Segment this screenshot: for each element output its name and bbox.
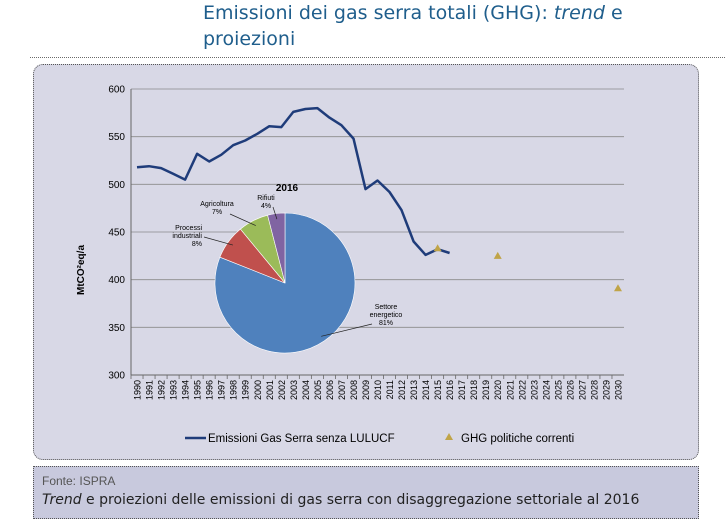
- pie-label-line: Rifiuti: [257, 195, 275, 202]
- x-tick-label: 2005: [313, 380, 323, 400]
- y-tick-labels: 300 350 400 450 500 550 600: [108, 85, 125, 382]
- x-tick-label: 2002: [277, 380, 287, 400]
- projection-markers: [433, 244, 622, 292]
- pie-label-line: 7%: [212, 209, 222, 216]
- pie-label: Settore energetico 81%: [370, 304, 403, 327]
- figure-caption: Trend e proiezioni delle emissioni di ga…: [42, 492, 639, 508]
- pie-chart: 2016 Settore energetico 81% Processi industri…: [172, 183, 403, 354]
- legend-label-marker: GHG politiche correnti: [461, 433, 574, 445]
- pie-label: Processi industriali 8%: [172, 225, 202, 248]
- x-tick-label: 2008: [349, 380, 359, 400]
- x-tick-label: 2025: [553, 380, 563, 400]
- x-tick-label: 2014: [421, 380, 431, 400]
- caption-box: Fonte: ISPRA Trend e proiezioni delle em…: [33, 466, 699, 519]
- x-tick-label: 2006: [325, 380, 335, 400]
- x-tick-label: 2022: [517, 380, 527, 400]
- pie-label-line: energetico: [370, 312, 403, 319]
- pie-slice: [267, 212, 286, 284]
- x-tick-label: 2004: [301, 380, 311, 400]
- y-axis-label: MtCO²eq/a: [76, 245, 87, 295]
- x-tick-label: 1991: [145, 380, 155, 400]
- x-tick-label: 1992: [157, 380, 167, 400]
- pie-leader-line: [272, 206, 278, 220]
- y-tick-label: 350: [108, 323, 125, 334]
- y-tick-label: 300: [108, 371, 125, 382]
- series-layer: [136, 106, 450, 257]
- x-tick-label: 2021: [505, 380, 515, 400]
- caption-rest: e proiezioni delle emissioni di gas serr…: [81, 492, 640, 508]
- x-tick-label: 2010: [373, 380, 383, 400]
- pie-label-line: 81%: [379, 320, 393, 327]
- x-tick-label: 2024: [541, 380, 551, 400]
- title-divider: [30, 57, 725, 58]
- x-tick-label: 1999: [241, 380, 251, 400]
- pie-label-line: Agricoltura: [200, 201, 234, 208]
- y-tick-label: 400: [108, 275, 125, 286]
- projection-marker: [493, 251, 502, 259]
- pie-leader-line: [203, 236, 233, 246]
- x-tick-label: 1997: [217, 380, 227, 400]
- x-tick-label: 2016: [445, 380, 455, 400]
- projection-marker: [613, 284, 622, 292]
- x-tick-label: 2028: [589, 380, 599, 400]
- x-tick-label: 1998: [229, 380, 239, 400]
- x-tick-label: 2030: [613, 380, 623, 400]
- y-tick-label: 450: [108, 228, 125, 239]
- y-tick-label: 500: [108, 180, 125, 191]
- chart-panel: 300 350 400 450 500 550 600 1990 1991 1992 1993 19…: [33, 64, 699, 460]
- x-tick-label: 2015: [433, 380, 443, 400]
- x-tick-label: 2020: [493, 380, 503, 400]
- pie-title: 2016: [276, 183, 299, 194]
- axes: [130, 89, 624, 376]
- x-tick-label: 1994: [181, 380, 191, 400]
- x-tick-label: 2011: [385, 380, 395, 399]
- legend: Emissioni Gas Serra senza LULUCF GHG pol…: [185, 433, 574, 445]
- x-tick-label: 2029: [601, 380, 611, 400]
- x-tick-label: 2019: [481, 380, 491, 400]
- pie-leader-line: [229, 213, 256, 226]
- y-tick-label: 600: [108, 85, 125, 96]
- source-note: Fonte: ISPRA: [42, 474, 116, 488]
- x-tick-label: 1996: [205, 380, 215, 400]
- x-tick-label: 2013: [409, 380, 419, 400]
- pie-label-line: 8%: [192, 241, 202, 248]
- x-tick-label: 2009: [361, 380, 371, 400]
- x-tick-label: 2027: [577, 380, 587, 400]
- pie-leader-line: [321, 323, 373, 337]
- legend-label-line: Emissioni Gas Serra senza LULUCF: [208, 433, 395, 445]
- x-tick-label: 2023: [529, 380, 539, 400]
- x-tick-label: 2017: [457, 380, 467, 400]
- pie-label-line: Processi: [175, 225, 202, 232]
- x-tick-label: 2001: [265, 380, 275, 400]
- pie-label: Rifiuti 4%: [257, 195, 275, 210]
- title-text-b: e proiezioni: [203, 2, 623, 50]
- x-tick-label: 2018: [469, 380, 479, 400]
- x-tick-label: 2012: [397, 380, 407, 400]
- x-tick-labels: 1990 1991 1992 1993 1994 1995 1996 1997 1998 1999…: [130, 375, 623, 400]
- x-tick-label: 1993: [169, 380, 179, 400]
- projection-marker: [433, 244, 442, 252]
- x-tick-label: 1990: [133, 380, 143, 400]
- title-text-em: trend: [553, 2, 605, 24]
- x-tick-label: 2000: [253, 380, 263, 400]
- y-tick-label: 550: [108, 132, 125, 143]
- emissions-line: [136, 106, 450, 257]
- x-tick-label: 1995: [193, 380, 203, 400]
- legend-marker-swatch: [445, 433, 453, 440]
- grid-lines: [131, 88, 624, 328]
- pie-label-line: 4%: [261, 203, 271, 210]
- x-tick-label: 2007: [337, 380, 347, 400]
- pie-label: Agricoltura 7%: [200, 201, 234, 216]
- x-tick-label: 2026: [565, 380, 575, 400]
- x-tick-label: 2003: [289, 380, 299, 400]
- pie-label-line: industriali: [172, 233, 202, 240]
- pie-label-line: Settore: [375, 304, 398, 311]
- title-text-a: Emissioni dei gas serra totali (GHG):: [203, 2, 554, 24]
- caption-em: Trend: [42, 492, 82, 508]
- page-title: Emissioni dei gas serra totali (GHG): tr…: [203, 0, 703, 52]
